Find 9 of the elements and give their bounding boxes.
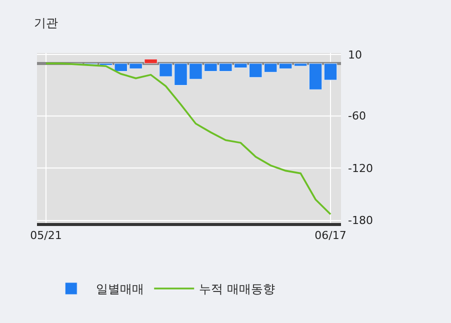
y-tick-label: -120 <box>348 162 373 175</box>
x-tick-label: 06/17 <box>314 228 346 242</box>
y-tick-label: -180 <box>348 214 373 228</box>
x-tick-label: 05/21 <box>30 228 62 242</box>
y-tick-label: 10 <box>348 48 362 62</box>
y-tick-label: -60 <box>348 110 366 123</box>
legend-label: 누적 매매동향 <box>199 282 275 296</box>
legend-label: 일별매매 <box>96 282 144 296</box>
chart-title: 기관 <box>34 16 58 30</box>
